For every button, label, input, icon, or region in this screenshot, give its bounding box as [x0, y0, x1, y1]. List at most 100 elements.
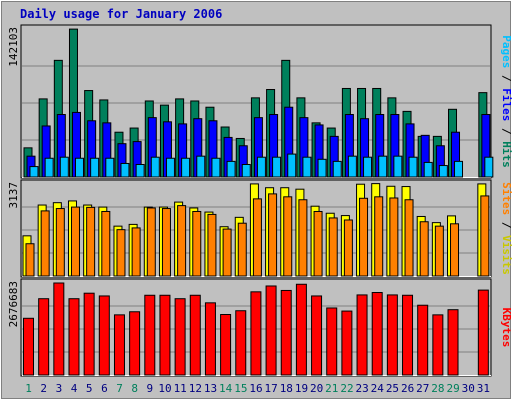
- bar-pages-day-29: [454, 160, 464, 178]
- bar-pages-day-24: [378, 155, 388, 178]
- x-tick-label-day-16: 16: [249, 382, 262, 395]
- bar-pages-day-10: [165, 157, 175, 178]
- bar-kbytes-day-15: [235, 310, 247, 376]
- bar-pages-day-14: [226, 160, 236, 178]
- bar-kbytes-day-13: [204, 302, 216, 376]
- bar-pages-day-3: [59, 156, 69, 178]
- panel-1-legend: Pages / Files / Hits: [500, 35, 512, 168]
- x-tick-label-day-14: 14: [219, 382, 233, 395]
- chart-title: Daily usage for January 2006: [20, 7, 222, 21]
- x-tick-label-day-2: 2: [40, 382, 47, 395]
- bar-kbytes-day-19: [295, 283, 307, 376]
- legend-part: /: [500, 121, 512, 141]
- x-tick-label-day-11: 11: [174, 382, 187, 395]
- bar-sites-day-15: [237, 222, 247, 277]
- x-tick-label-day-6: 6: [101, 382, 108, 395]
- bar-sites-day-5: [86, 206, 96, 277]
- bar-kbytes-day-27: [417, 304, 429, 376]
- bar-kbytes-day-3: [53, 282, 65, 376]
- bar-sites-day-14: [222, 228, 232, 277]
- bar-pages-day-4: [74, 157, 84, 178]
- x-tick-label-day-26: 26: [401, 382, 414, 395]
- legend-part: Sites: [500, 182, 512, 215]
- bar-pages-day-7: [120, 162, 130, 178]
- x-tick-label-day-12: 12: [189, 382, 202, 395]
- bar-sites-day-18: [283, 196, 293, 277]
- bar-pages-day-21: [332, 160, 342, 178]
- bar-pages-day-27: [423, 161, 433, 178]
- panel-2-ymax-label: 3137: [7, 182, 20, 209]
- bar-sites-day-22: [343, 219, 353, 277]
- panel-2-bars: [22, 183, 490, 277]
- bar-kbytes-day-28: [432, 314, 444, 376]
- bar-sites-day-23: [359, 197, 369, 277]
- bar-kbytes-day-11: [174, 298, 186, 376]
- bar-sites-day-16: [252, 198, 262, 277]
- bar-pages-day-23: [363, 156, 373, 178]
- bar-sites-day-10: [161, 208, 171, 277]
- panel-2-legend: Sites / Visits: [500, 182, 512, 275]
- bar-sites-day-3: [55, 208, 65, 277]
- bar-kbytes-day-8: [129, 311, 141, 376]
- x-tick-label-day-4: 4: [71, 382, 78, 395]
- panel-1-ymax-label: 142103: [7, 27, 20, 67]
- x-tick-label-day-25: 25: [386, 382, 399, 395]
- bar-pages-day-19: [302, 156, 312, 178]
- x-tick-label-day-27: 27: [416, 382, 429, 395]
- bar-kbytes-day-24: [371, 292, 383, 376]
- x-tick-label-day-23: 23: [356, 382, 369, 395]
- bar-sites-day-9: [146, 207, 156, 277]
- bar-pages-day-26: [408, 156, 418, 178]
- x-tick-label-day-28: 28: [431, 382, 444, 395]
- x-tick-label-day-10: 10: [158, 382, 171, 395]
- bar-pages-day-6: [105, 157, 115, 178]
- bar-kbytes-day-25: [386, 294, 398, 376]
- bar-kbytes-day-21: [326, 307, 338, 376]
- bar-kbytes-day-17: [265, 285, 277, 376]
- x-tick-label-day-24: 24: [371, 382, 385, 395]
- bar-kbytes-day-10: [159, 294, 171, 376]
- panel-3-bars: [23, 282, 489, 376]
- x-tick-label-day-13: 13: [204, 382, 217, 395]
- bar-kbytes-day-12: [189, 294, 201, 376]
- x-tick-label-day-9: 9: [147, 382, 154, 395]
- bar-pages-day-22: [347, 155, 357, 178]
- bar-kbytes-day-2: [38, 298, 50, 376]
- bar-pages-day-31: [484, 156, 494, 178]
- bar-kbytes-day-9: [144, 294, 156, 376]
- bar-sites-day-4: [70, 206, 80, 277]
- x-tick-label-day-30: 30: [462, 382, 475, 395]
- x-tick-label-day-7: 7: [116, 382, 123, 395]
- bar-pages-day-28: [438, 165, 448, 178]
- bar-kbytes-day-4: [68, 298, 80, 376]
- bar-sites-day-11: [177, 205, 187, 277]
- x-tick-label-day-15: 15: [234, 382, 247, 395]
- bar-sites-day-20: [313, 210, 323, 277]
- x-tick-label-day-19: 19: [295, 382, 308, 395]
- bar-sites-day-12: [192, 210, 202, 277]
- bar-kbytes-day-14: [220, 314, 232, 376]
- bar-kbytes-day-6: [98, 295, 110, 376]
- bar-kbytes-day-5: [83, 292, 95, 376]
- bar-sites-day-13: [207, 213, 217, 277]
- panel-1-bars: [23, 28, 494, 178]
- bar-pages-day-20: [317, 158, 327, 178]
- bar-sites-day-25: [389, 197, 399, 277]
- x-tick-label-day-1: 1: [25, 382, 32, 395]
- bar-sites-day-19: [298, 199, 308, 277]
- bar-kbytes-day-1: [23, 317, 34, 376]
- bar-sites-day-31: [480, 195, 490, 277]
- bar-pages-day-13: [211, 157, 221, 178]
- bar-sites-day-2: [40, 210, 50, 277]
- bar-sites-day-6: [101, 210, 111, 277]
- bar-sites-day-8: [131, 227, 141, 277]
- bar-kbytes-day-18: [280, 289, 292, 376]
- bar-kbytes-day-20: [311, 295, 323, 376]
- x-tick-label-day-21: 21: [325, 382, 338, 395]
- bar-sites-day-26: [404, 199, 414, 277]
- outer-bevel-dark: [1, 1, 511, 399]
- x-tick-label-day-5: 5: [86, 382, 93, 395]
- bar-pages-day-2: [44, 157, 54, 178]
- legend-part: Visits: [500, 235, 512, 275]
